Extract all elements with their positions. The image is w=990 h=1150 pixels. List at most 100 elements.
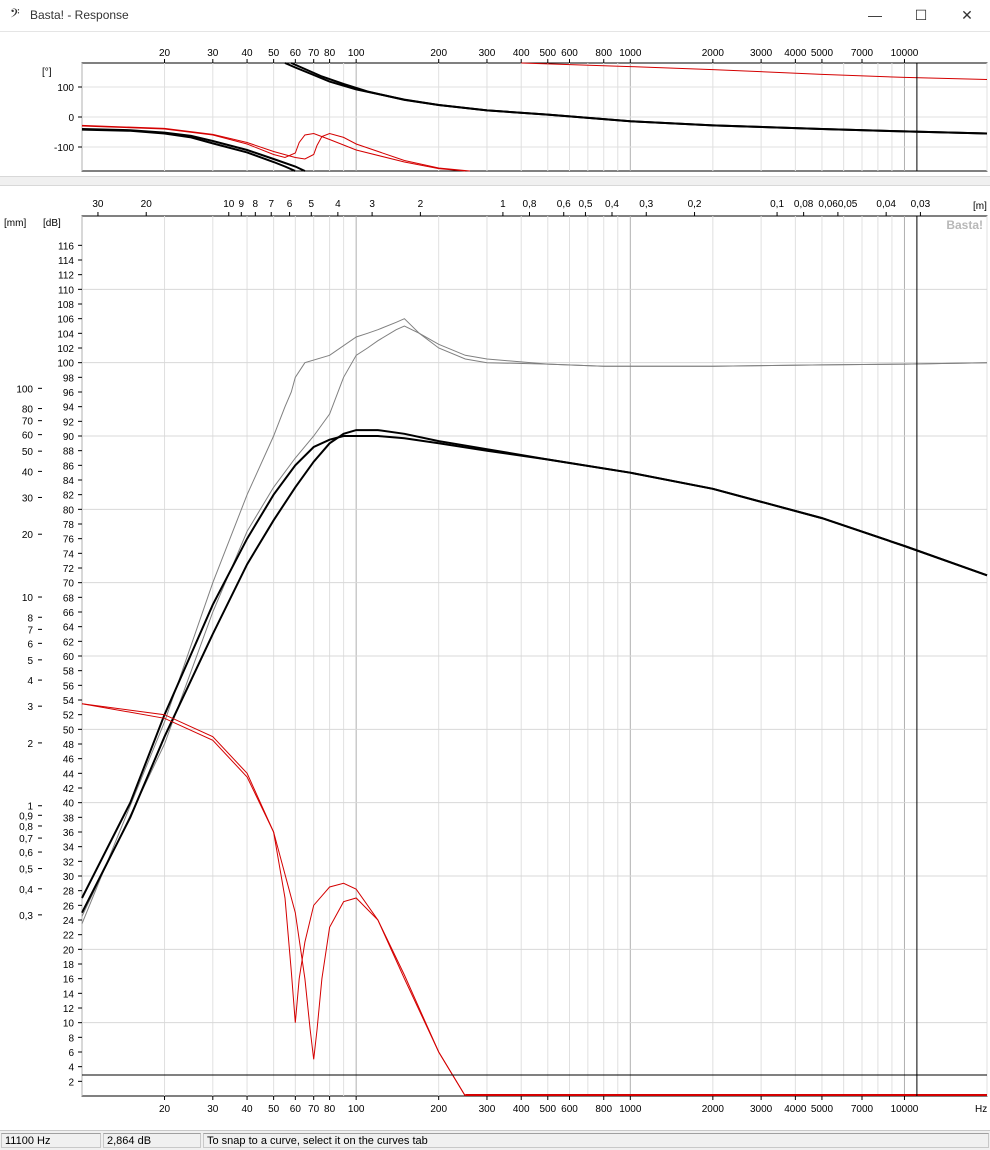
response-curve [81,429,988,914]
status-frequency: 11100 Hz [1,1133,101,1148]
freq-tick-label: 1000 [619,1104,642,1115]
freq-tick-label: 7000 [851,1104,874,1115]
maximize-button[interactable]: ☐ [914,7,928,23]
mm-tick-label: 100 [16,384,33,395]
wavelength-tick-label: 1 [500,199,506,210]
db-tick-label: 10 [63,1019,75,1030]
freq-tick-label: 500 [539,1104,556,1115]
wavelength-tick-label: 0,6 [557,199,571,210]
wavelength-tick-label: 2 [418,199,424,210]
db-tick-label: 42 [63,784,75,795]
db-tick-label: 104 [57,329,74,340]
db-tick-label: 90 [63,432,75,443]
mm-tick-label: 50 [22,447,34,458]
mm-tick-label: 8 [27,613,33,624]
db-tick-label: 58 [63,667,75,678]
status-level: 2,864 dB [103,1133,201,1148]
title-bar: 𝄢 Basta! - Response — ☐ ✕ [0,0,990,32]
phase-xtick-label: 600 [561,48,578,59]
mm-tick-label: 0,5 [19,865,33,876]
db-tick-label: 86 [63,461,75,472]
phase-xtick-label: 7000 [851,48,874,59]
db-tick-label: 66 [63,608,75,619]
wavelength-tick-label: 0,3 [639,199,653,210]
db-tick-label: 40 [63,799,75,810]
mm-tick-label: 3 [27,702,33,713]
wavelength-tick-label: 0,060,05 [818,199,857,210]
freq-tick-label: 600 [561,1104,578,1115]
db-tick-label: 52 [63,711,75,722]
db-tick-label: 28 [63,887,75,898]
wavelength-tick-label: 0,5 [578,199,592,210]
phase-xtick-label: 400 [513,48,530,59]
response-chart[interactable]: 1161141121101081061041021009896949290888… [0,184,990,1130]
mm-tick-label: 7 [27,625,33,636]
db-tick-label: 100 [57,359,74,370]
db-tick-label: 44 [63,769,75,780]
close-button[interactable]: ✕ [961,7,973,23]
freq-tick-label: 400 [513,1104,530,1115]
phase-xtick-label: 200 [430,48,447,59]
freq-tick-label: 300 [479,1104,496,1115]
panel-splitter[interactable] [0,176,990,186]
mm-tick-label: 4 [27,676,33,687]
wavelength-tick-label: 0,2 [688,199,702,210]
phase-xtick-label: 5000 [811,48,834,59]
wavelength-tick-label: 0,8 [523,199,537,210]
db-tick-label: 116 [58,241,74,252]
db-tick-label: 32 [63,857,75,868]
wavelength-tick-label: 6 [287,199,293,210]
minimize-button[interactable]: — [868,7,882,23]
phase-xtick-label: 40 [241,48,253,59]
wavelength-tick-label: 0,4 [605,199,619,210]
phase-curve [521,62,988,80]
bass-clef-icon: 𝄢 [10,6,20,24]
phase-xtick-label: 800 [595,48,612,59]
wavelength-tick-label: 0,08 [794,199,814,210]
mm-tick-label: 70 [22,417,34,428]
freq-tick-label: 70 [308,1104,320,1115]
wavelength-tick-label: 20 [141,199,153,210]
wavelength-tick-label: 7 [268,199,274,210]
db-tick-label: 22 [63,931,75,942]
mm-tick-label: 5 [27,656,33,667]
freq-tick-label: 30 [207,1104,219,1115]
db-tick-label: 88 [63,447,75,458]
response-curve [81,703,466,1097]
mm-tick-label: 40 [22,467,34,478]
wavelength-tick-label: 30 [92,199,104,210]
db-tick-label: 98 [63,373,75,384]
db-tick-label: 92 [63,417,75,428]
db-tick-label: 30 [63,872,75,883]
db-tick-label: 48 [63,740,75,751]
wavelength-tick-label: 10 [223,199,235,210]
db-axis-label: [dB] [43,218,61,229]
phase-xtick-label: 100 [348,48,365,59]
freq-tick-label: 40 [241,1104,253,1115]
db-tick-label: 72 [63,564,75,575]
db-tick-label: 74 [63,549,75,560]
freq-tick-label: 10000 [891,1104,919,1115]
mm-tick-label: 2 [27,739,33,750]
wavelength-tick-label: 8 [253,199,259,210]
db-tick-label: 34 [63,843,75,854]
mm-tick-label: 6 [27,639,33,650]
freq-tick-label: 50 [268,1104,280,1115]
mm-tick-label: 0,8 [19,822,33,833]
freq-tick-label: 4000 [784,1104,807,1115]
phase-xtick-label: 3000 [750,48,773,59]
db-tick-label: 68 [63,593,75,604]
freq-tick-label: 20 [159,1104,171,1115]
mm-tick-label: 0,9 [19,811,33,822]
db-tick-label: 54 [63,696,75,707]
wavelength-tick-label: 0,04 [876,199,896,210]
db-tick-label: 2 [68,1077,74,1088]
phase-xtick-label: 10000 [891,48,919,59]
mm-tick-label: 80 [22,405,34,416]
mm-tick-label: 60 [22,431,34,442]
phase-xtick-label: 4000 [784,48,807,59]
mm-tick-label: 30 [22,493,34,504]
freq-tick-label: 100 [348,1104,365,1115]
mm-tick-label: 0,3 [19,911,33,922]
